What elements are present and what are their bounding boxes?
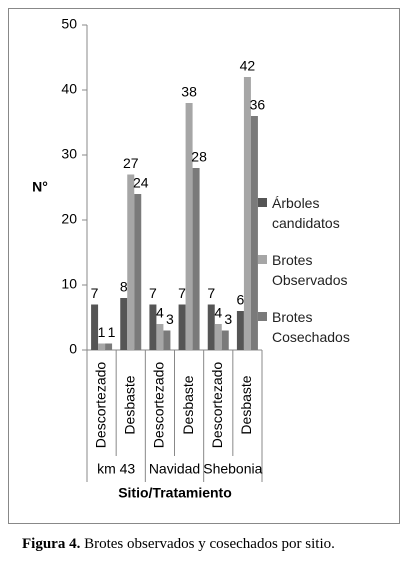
data-label: 7 — [178, 285, 186, 301]
data-label: 8 — [120, 279, 128, 295]
caption-label: Figura 4. — [22, 536, 81, 552]
data-label: 1 — [108, 324, 116, 340]
x-tick-label: Desbaste — [121, 375, 137, 434]
x-tick-label: Descortezado — [151, 362, 167, 449]
figure-frame — [8, 8, 400, 524]
bar — [91, 304, 99, 350]
caption: Figura 4. Brotes observados y cosechados… — [22, 534, 386, 554]
bar — [192, 168, 200, 350]
data-label: 6 — [237, 292, 245, 308]
bar — [149, 304, 157, 350]
y-tick-label: 20 — [61, 211, 77, 227]
data-label: 36 — [250, 97, 266, 113]
y-tick-label: 10 — [61, 276, 77, 292]
legend-swatch — [258, 312, 267, 321]
legend-label: Brotes Cosechados — [272, 309, 350, 345]
y-tick-label: 0 — [69, 341, 77, 357]
data-label: 3 — [166, 311, 174, 327]
x-tick-label: Desbaste — [238, 375, 254, 434]
bar — [163, 330, 171, 350]
legend-label: Árboles candidatos — [272, 195, 340, 231]
bar — [243, 77, 251, 350]
data-label: 4 — [156, 305, 164, 321]
group-label: Shebonia — [203, 461, 262, 477]
data-label: 27 — [123, 155, 139, 171]
data-label: 4 — [214, 305, 222, 321]
legend-item: Árboles candidatos — [258, 193, 378, 233]
y-tick-label: 50 — [61, 16, 77, 32]
bar — [156, 324, 164, 350]
data-label: 42 — [240, 58, 256, 74]
y-axis-label: N° — [32, 179, 48, 195]
data-label: 1 — [98, 324, 106, 340]
x-tick-label: Desbaste — [180, 375, 196, 434]
bar — [207, 304, 215, 350]
y-tick-label: 30 — [61, 146, 77, 162]
legend-item: Brotes Observados — [258, 250, 378, 290]
bar — [214, 324, 222, 350]
bar — [178, 304, 186, 350]
bar — [221, 330, 229, 350]
data-label: 7 — [207, 285, 215, 301]
data-label: 28 — [191, 149, 207, 165]
legend-swatch — [258, 198, 267, 207]
bar — [120, 298, 128, 350]
bar — [236, 311, 244, 350]
data-label: 24 — [133, 175, 149, 191]
legend-swatch — [258, 255, 267, 264]
bar — [98, 343, 106, 350]
data-label: 3 — [224, 311, 232, 327]
group-label: Navidad — [149, 461, 200, 477]
bar — [105, 343, 113, 350]
x-axis-label: Sitio/Tratamiento — [118, 485, 232, 501]
y-tick-label: 40 — [61, 81, 77, 97]
legend-label: Brotes Observados — [272, 252, 348, 288]
bar — [127, 174, 135, 350]
data-label: 38 — [181, 84, 197, 100]
group-label: km 43 — [97, 461, 135, 477]
x-tick-label: Descortezado — [209, 362, 225, 449]
legend-item: Brotes Cosechados — [258, 307, 378, 347]
data-label: 7 — [91, 285, 99, 301]
x-tick-label: Descortezado — [92, 362, 108, 449]
caption-text: Brotes observados y cosechados por sitio… — [84, 536, 335, 552]
bar — [250, 116, 258, 350]
bar — [134, 194, 142, 350]
data-label: 7 — [149, 285, 157, 301]
bar — [185, 103, 193, 350]
